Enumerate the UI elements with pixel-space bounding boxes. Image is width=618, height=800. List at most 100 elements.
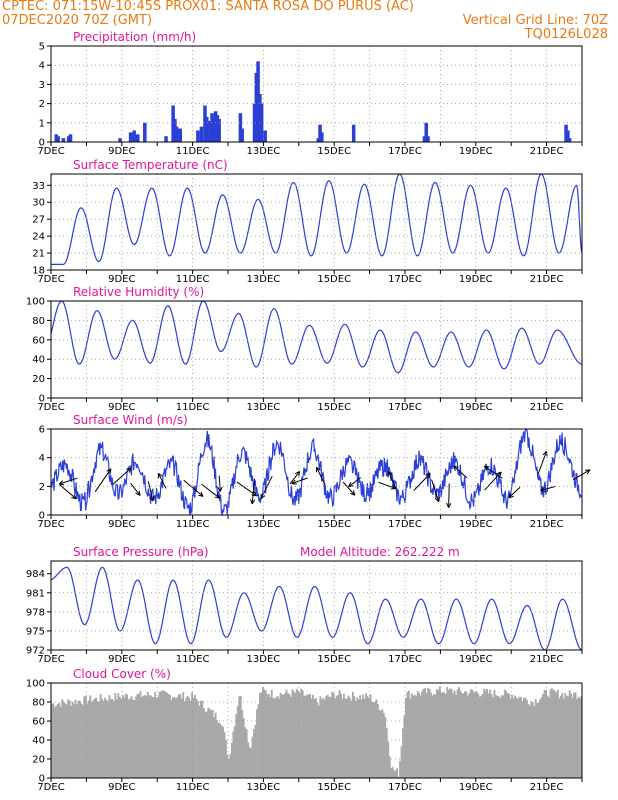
cloud-bar xyxy=(437,690,440,778)
cloud-bar xyxy=(93,698,96,778)
precip-bar xyxy=(56,136,60,142)
cloud-bar xyxy=(546,695,549,778)
wind-x-tick-label: 15DEC xyxy=(317,519,351,530)
pres-x-tick-label: 13DEC xyxy=(247,654,281,665)
cloud-bar xyxy=(425,693,428,778)
cloud-bar xyxy=(115,699,118,778)
cloud-bar xyxy=(397,776,400,778)
cloud-bar xyxy=(455,694,458,778)
cloud-bar xyxy=(508,693,511,778)
precip-bar xyxy=(566,130,570,142)
cloud-bar xyxy=(266,694,269,778)
cloud-bar xyxy=(68,700,71,778)
cloud-bar xyxy=(505,691,508,778)
rh-y-tick-label: 40 xyxy=(32,355,45,366)
wind-x-tick-label: 17DEC xyxy=(388,519,422,530)
cloud-bar xyxy=(202,708,205,778)
cloud-bar xyxy=(533,706,536,778)
cloud-bar xyxy=(211,709,214,778)
cloud-bar xyxy=(101,699,104,778)
cloud-bar xyxy=(551,688,553,778)
precip-bar xyxy=(564,124,568,142)
wind-vector xyxy=(130,482,141,496)
cloud-bar xyxy=(136,693,139,778)
cloud-bar xyxy=(369,694,372,778)
cloud-bar xyxy=(580,696,583,778)
temp-frame xyxy=(50,173,583,271)
temp-x-tick-label: 9DEC xyxy=(108,274,135,285)
cloud-y-tick-label: 60 xyxy=(32,717,45,728)
wind-vector xyxy=(540,485,556,492)
header-init-time: 07DEC2020 70Z (GMT) xyxy=(2,13,153,28)
cloud-bar xyxy=(334,698,337,778)
wind-vector-head xyxy=(584,469,591,475)
cloud-bar xyxy=(298,692,301,778)
cloud-bar xyxy=(518,696,521,778)
cloud-bar xyxy=(555,692,558,778)
wind-y-tick-label: 0 xyxy=(39,511,45,522)
cloud-bar xyxy=(323,699,326,778)
cloud-bar xyxy=(492,697,494,778)
cloud-bar xyxy=(223,732,226,778)
wind-y-tick-label: 6 xyxy=(39,425,45,436)
cloud-bar xyxy=(112,701,115,778)
cloud-bar xyxy=(279,693,282,778)
cloud-bar xyxy=(258,693,261,778)
cloud-bar xyxy=(272,697,275,778)
cloud-bar xyxy=(278,698,281,778)
cloud-bar xyxy=(169,694,171,778)
cloud-bar xyxy=(559,695,562,778)
cloud-bar xyxy=(424,688,427,778)
cloud-bar xyxy=(130,696,133,778)
wind-x-tick-label: 7DEC xyxy=(37,519,64,530)
cloud-panel: 0 20 40 60 80 100 7DEC 9DEC 11DEC 13DEC 15DEC 17DEC… xyxy=(26,667,583,793)
cloud-bar xyxy=(191,692,193,778)
cloud-bar xyxy=(291,689,294,778)
pres-line xyxy=(50,566,583,651)
cloud-bar xyxy=(135,696,137,778)
cloud-bar xyxy=(461,693,463,778)
cloud-bar xyxy=(120,698,123,778)
precip-bar xyxy=(68,134,73,142)
cloud-bar xyxy=(486,689,488,778)
precip-bar xyxy=(128,132,133,142)
cloud-bar xyxy=(105,699,108,778)
cloud-bar xyxy=(378,710,381,778)
cloud-bar xyxy=(166,692,168,778)
cloud-x-tick-label: 15DEC xyxy=(317,782,351,793)
cloud-bar xyxy=(348,697,351,778)
cloud-bar xyxy=(517,698,519,778)
cloud-bar xyxy=(282,694,285,778)
wind-vector-head xyxy=(446,502,452,508)
cloud-bar xyxy=(515,697,518,778)
cloud-bar xyxy=(210,710,213,778)
pres-y-tick-label: 981 xyxy=(26,588,45,599)
wind-vector xyxy=(378,481,397,489)
cloud-bar xyxy=(300,688,303,778)
wind-vector-head xyxy=(453,465,459,471)
cloud-bar xyxy=(294,692,297,778)
cloud-bar xyxy=(145,695,148,778)
cloud-bar xyxy=(357,699,360,778)
precip-bar xyxy=(196,130,200,142)
cloud-bar xyxy=(174,698,177,778)
cloud-y-tick-label: 20 xyxy=(32,755,45,766)
precip-bar xyxy=(318,124,322,142)
cloud-bar xyxy=(322,698,325,778)
cloud-y-tick-label: 80 xyxy=(32,698,45,709)
cloud-bar xyxy=(251,736,254,778)
cloud-bar xyxy=(239,696,242,778)
precip-bar xyxy=(174,126,179,142)
temp-x-tick-label: 21DEC xyxy=(530,274,564,285)
cloud-bar xyxy=(167,693,170,778)
wind-vector-head xyxy=(214,493,221,499)
wind-vector xyxy=(59,477,78,485)
precip-y-tick-label: 2 xyxy=(39,99,45,110)
cloud-bar xyxy=(444,694,447,778)
wind-vector xyxy=(291,477,308,485)
cloud-bar xyxy=(523,697,525,778)
cloud-bar xyxy=(542,693,545,778)
cloud-bar xyxy=(287,693,289,778)
cloud-bar xyxy=(269,697,272,778)
cloud-bar xyxy=(316,702,319,778)
